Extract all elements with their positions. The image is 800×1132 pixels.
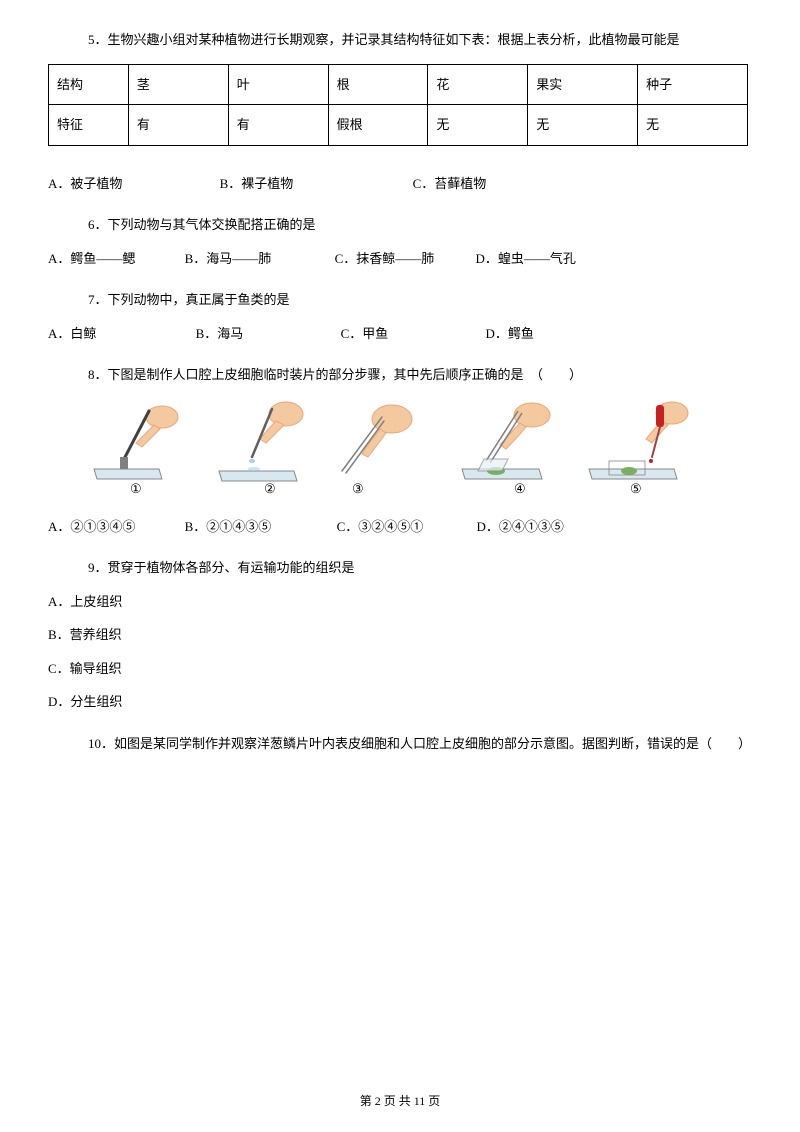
q8-hand-5-icon: [574, 399, 704, 489]
q5-table: 结构 茎 叶 根 花 果实 种子 特征 有 有 假根 无 无 无: [48, 64, 748, 146]
q8-hand-4-icon: [444, 399, 564, 489]
q5-h4: 花: [428, 64, 528, 105]
q9-options: A．上皮组织 B．营养组织 C．输导组织 D．分生组织: [48, 592, 752, 712]
q8-label-5: ⑤: [630, 479, 642, 499]
q5-h0: 结构: [49, 64, 129, 105]
q5-text: 5．生物兴趣小组对某种植物进行长期观察，并记录其结构特征如下表：根据上表分析，此…: [48, 30, 752, 50]
q7-opt-a: A．白鲸: [48, 324, 96, 344]
q8-hand-3-icon: [322, 399, 432, 489]
q9-opt-b: B．营养组织: [48, 625, 752, 645]
q6-opt-d: D．蝗虫——气孔: [475, 249, 575, 269]
q7-options: A．白鲸 B．海马 C．甲鱼 D．鳄鱼: [48, 324, 752, 344]
q6-opt-a: A．鳄鱼——鳃: [48, 249, 135, 269]
q9-opt-d: D．分生组织: [48, 692, 752, 712]
q5-h1: 茎: [128, 64, 228, 105]
q8-label-3: ③: [352, 479, 364, 499]
q5-r5: 无: [528, 105, 638, 146]
q5-h6: 种子: [638, 64, 748, 105]
q9-text: 9．贯穿于植物体各部分、有运输功能的组织是: [48, 558, 752, 578]
q9-opt-c: C．输导组织: [48, 659, 752, 679]
table-row: 结构 茎 叶 根 花 果实 种子: [49, 64, 748, 105]
q8-label-2: ②: [264, 479, 276, 499]
q6-text: 6．下列动物与其气体交换配搭正确的是: [48, 215, 752, 235]
q5-r6: 无: [638, 105, 748, 146]
q8-label-4: ④: [514, 479, 526, 499]
q6-options: A．鳄鱼——鳃 B．海马——肺 C．抹香鲸——肺 D．蝗虫——气孔: [48, 249, 752, 269]
q7-opt-c: C．甲鱼: [341, 324, 389, 344]
q6-opt-b: B．海马——肺: [185, 249, 272, 269]
q8-opt-b: B．②①④③⑤: [185, 517, 272, 537]
q5-h3: 根: [328, 64, 428, 105]
q5-r1: 有: [128, 105, 228, 146]
q5-h5: 果实: [528, 64, 638, 105]
q8-opt-d: D．②④①③⑤: [476, 517, 563, 537]
q8-options: A．②①③④⑤ B．②①④③⑤ C．③②④⑤① D．②④①③⑤: [48, 517, 752, 537]
q7-text: 7．下列动物中，真正属于鱼类的是: [48, 290, 752, 310]
q8-hand-2-icon: [204, 399, 324, 489]
table-row: 特征 有 有 假根 无 无 无: [49, 105, 748, 146]
q5-options: A．被子植物 B．裸子植物 C．苔藓植物: [48, 174, 752, 194]
q5-r2: 有: [228, 105, 328, 146]
page-footer: 第 2 页 共 11 页: [0, 1092, 800, 1110]
q5-r0: 特征: [49, 105, 129, 146]
q5-opt-c: C．苔藓植物: [413, 174, 487, 194]
q8-figure: ① ② ③ ④ ⑤: [74, 399, 714, 499]
q5-r4: 无: [428, 105, 528, 146]
q8-opt-c: C．③②④⑤①: [337, 517, 424, 537]
q9-opt-a: A．上皮组织: [48, 592, 752, 612]
q5-opt-b: B．裸子植物: [220, 174, 294, 194]
q6-opt-c: C．抹香鲸——肺: [335, 249, 435, 269]
q5-r3: 假根: [328, 105, 428, 146]
q8-label-1: ①: [130, 479, 142, 499]
q8-text: 8．下图是制作人口腔上皮细胞临时装片的部分步骤，其中先后顺序正确的是 （ ）: [48, 365, 752, 385]
q8-opt-a: A．②①③④⑤: [48, 517, 135, 537]
q10-text: 10．如图是某同学制作并观察洋葱鳞片叶内表皮细胞和人口腔上皮细胞的部分示意图。据…: [88, 734, 752, 754]
q5-h2: 叶: [228, 64, 328, 105]
q5-opt-a: A．被子植物: [48, 174, 122, 194]
q7-opt-d: D．鳄鱼: [485, 324, 533, 344]
q7-opt-b: B．海马: [196, 324, 244, 344]
q8-hand-1-icon: [74, 399, 194, 489]
